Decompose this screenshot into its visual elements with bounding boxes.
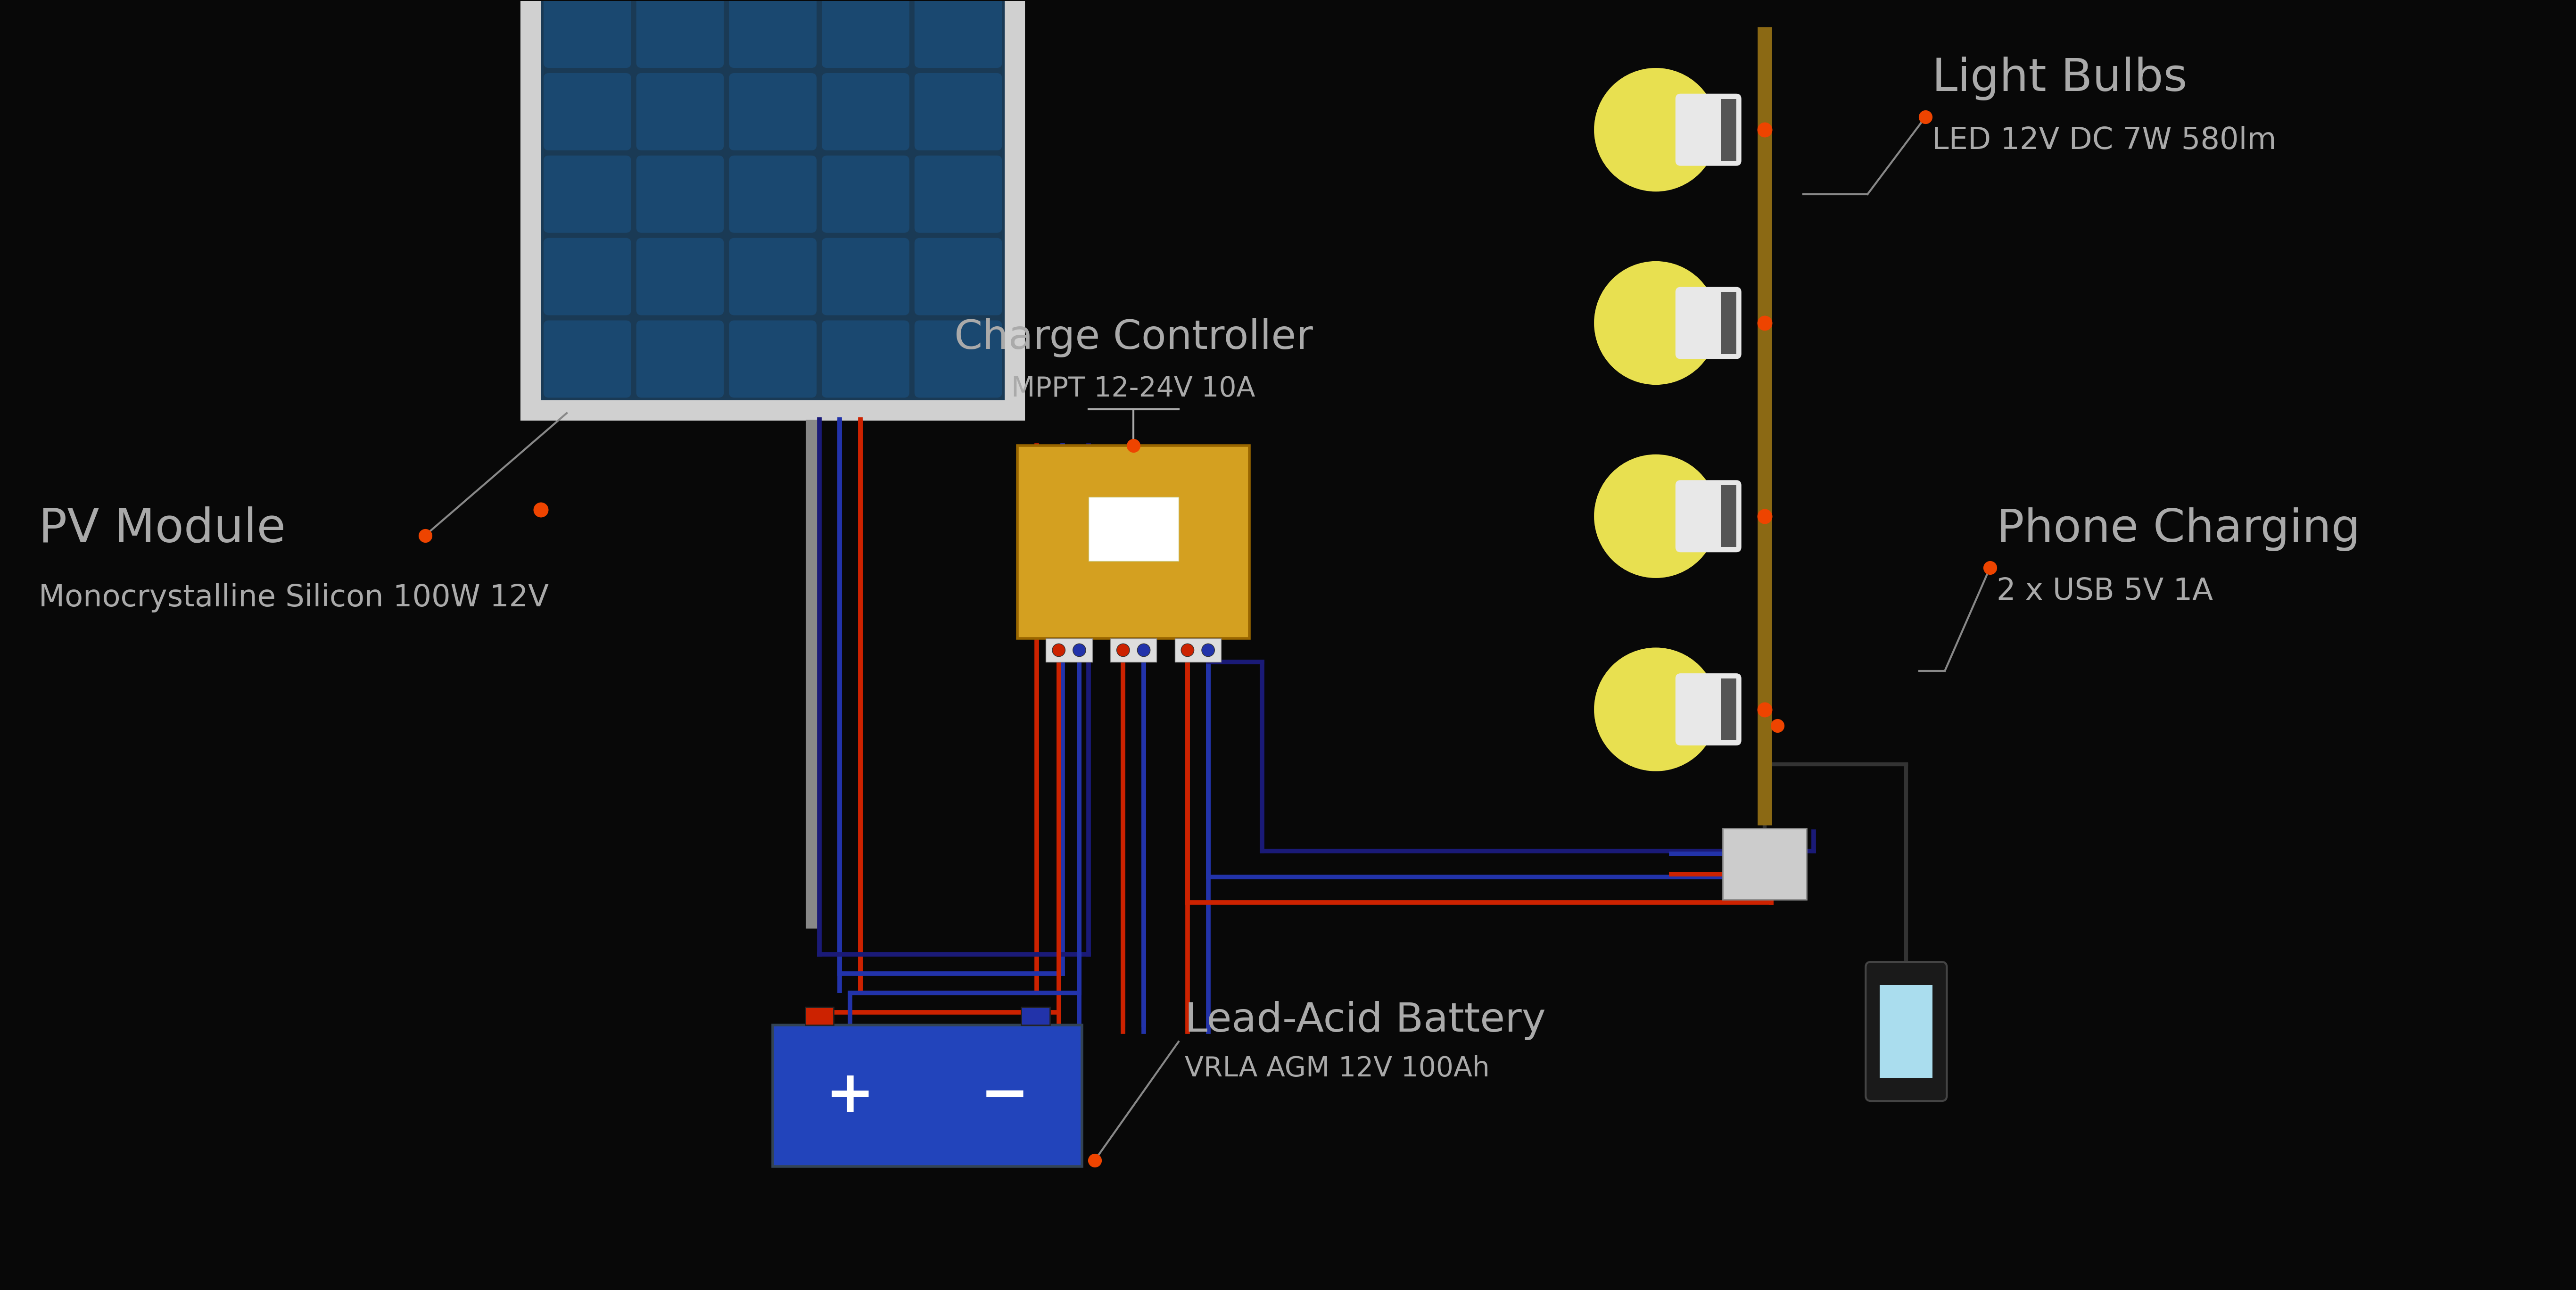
FancyBboxPatch shape xyxy=(544,0,631,68)
Circle shape xyxy=(1595,261,1718,384)
Ellipse shape xyxy=(1180,644,1195,657)
Text: PV Module: PV Module xyxy=(39,506,286,552)
Circle shape xyxy=(1595,454,1718,578)
FancyBboxPatch shape xyxy=(729,74,817,151)
Text: MPPT 12-24V 10A: MPPT 12-24V 10A xyxy=(1012,375,1255,402)
FancyBboxPatch shape xyxy=(544,74,631,151)
FancyBboxPatch shape xyxy=(544,320,631,397)
Circle shape xyxy=(1595,68,1718,192)
FancyBboxPatch shape xyxy=(914,320,1002,397)
Text: 2 x USB 5V 1A: 2 x USB 5V 1A xyxy=(1996,577,2213,606)
FancyBboxPatch shape xyxy=(914,237,1002,315)
FancyBboxPatch shape xyxy=(1865,962,1947,1100)
FancyBboxPatch shape xyxy=(729,156,817,232)
Text: Light Bulbs: Light Bulbs xyxy=(1932,57,2187,101)
Text: VRLA AGM 12V 100Ah: VRLA AGM 12V 100Ah xyxy=(1185,1055,1489,1082)
FancyBboxPatch shape xyxy=(729,237,817,315)
FancyBboxPatch shape xyxy=(1674,480,1741,552)
Bar xyxy=(1721,485,1736,547)
FancyBboxPatch shape xyxy=(822,156,909,232)
FancyBboxPatch shape xyxy=(914,0,1002,68)
FancyBboxPatch shape xyxy=(914,156,1002,232)
FancyBboxPatch shape xyxy=(541,0,1005,400)
FancyBboxPatch shape xyxy=(914,74,1002,151)
Bar xyxy=(1175,639,1221,662)
FancyBboxPatch shape xyxy=(1723,828,1806,899)
FancyBboxPatch shape xyxy=(729,0,817,68)
Ellipse shape xyxy=(1200,644,1216,657)
Bar xyxy=(1721,292,1736,353)
FancyBboxPatch shape xyxy=(1880,986,1932,1078)
Bar xyxy=(1721,99,1736,161)
FancyBboxPatch shape xyxy=(636,74,724,151)
FancyBboxPatch shape xyxy=(1018,445,1249,639)
Text: Charge Controller: Charge Controller xyxy=(953,319,1314,357)
FancyBboxPatch shape xyxy=(822,320,909,397)
Text: +: + xyxy=(824,1067,876,1125)
Text: Lead-Acid Battery: Lead-Acid Battery xyxy=(1185,1001,1546,1040)
FancyBboxPatch shape xyxy=(636,0,724,68)
Ellipse shape xyxy=(1139,644,1149,657)
FancyBboxPatch shape xyxy=(822,74,909,151)
FancyBboxPatch shape xyxy=(1674,673,1741,746)
FancyBboxPatch shape xyxy=(822,0,909,68)
Bar xyxy=(1020,1007,1051,1026)
Text: Phone Charging: Phone Charging xyxy=(1996,507,2360,551)
FancyBboxPatch shape xyxy=(1674,286,1741,359)
FancyBboxPatch shape xyxy=(1674,94,1741,166)
FancyBboxPatch shape xyxy=(520,0,1023,419)
FancyBboxPatch shape xyxy=(636,237,724,315)
Bar xyxy=(804,1007,832,1026)
Circle shape xyxy=(1595,648,1718,771)
Bar xyxy=(1110,639,1157,662)
Bar xyxy=(1046,639,1092,662)
Text: LED 12V DC 7W 580lm: LED 12V DC 7W 580lm xyxy=(1932,126,2277,155)
Ellipse shape xyxy=(1074,644,1087,657)
FancyBboxPatch shape xyxy=(636,156,724,232)
Text: −: − xyxy=(979,1067,1030,1125)
Bar xyxy=(1721,679,1736,740)
FancyBboxPatch shape xyxy=(822,237,909,315)
FancyBboxPatch shape xyxy=(544,156,631,232)
Text: Monocrystalline Silicon 100W 12V: Monocrystalline Silicon 100W 12V xyxy=(39,583,549,613)
FancyBboxPatch shape xyxy=(544,237,631,315)
FancyBboxPatch shape xyxy=(636,320,724,397)
FancyBboxPatch shape xyxy=(729,320,817,397)
FancyBboxPatch shape xyxy=(773,1026,1082,1166)
Ellipse shape xyxy=(1118,644,1128,657)
Ellipse shape xyxy=(1054,644,1066,657)
FancyBboxPatch shape xyxy=(1090,497,1180,561)
